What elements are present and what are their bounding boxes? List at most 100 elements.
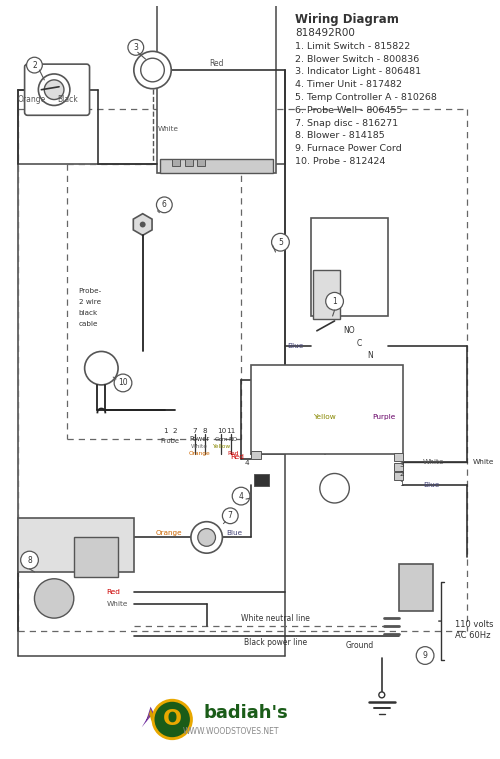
Polygon shape bbox=[134, 214, 152, 235]
Text: Blue: Blue bbox=[287, 342, 303, 348]
Bar bbox=[398, 564, 433, 611]
Bar bbox=[311, 218, 388, 316]
Bar bbox=[18, 518, 134, 572]
Text: 3: 3 bbox=[134, 43, 138, 52]
Text: WWW.WOODSTOVES.NET: WWW.WOODSTOVES.NET bbox=[183, 727, 280, 735]
Text: 818492R00: 818492R00 bbox=[295, 27, 355, 38]
Bar bbox=[172, 159, 180, 166]
Text: Orange: Orange bbox=[156, 530, 182, 536]
Circle shape bbox=[134, 52, 171, 89]
Bar bbox=[160, 159, 272, 173]
Circle shape bbox=[272, 233, 289, 251]
Circle shape bbox=[191, 521, 222, 553]
Text: Blue: Blue bbox=[423, 482, 440, 488]
Circle shape bbox=[320, 474, 350, 503]
Text: 2 wire: 2 wire bbox=[78, 299, 101, 305]
Text: 8. Blower - 814185: 8. Blower - 814185 bbox=[295, 131, 385, 140]
Circle shape bbox=[44, 80, 64, 99]
Circle shape bbox=[84, 351, 118, 385]
Circle shape bbox=[114, 374, 132, 392]
Text: 4: 4 bbox=[238, 492, 244, 501]
Text: 10: 10 bbox=[118, 379, 128, 387]
Text: Orange: Orange bbox=[18, 95, 46, 104]
Bar bbox=[394, 453, 404, 461]
Circle shape bbox=[156, 197, 172, 213]
Circle shape bbox=[20, 551, 38, 569]
Bar bbox=[185, 159, 193, 166]
Text: AC 60Hz: AC 60Hz bbox=[454, 631, 490, 641]
Text: 4. Timer Unit - 817482: 4. Timer Unit - 817482 bbox=[295, 80, 402, 90]
Text: 8: 8 bbox=[202, 428, 207, 434]
Text: NO: NO bbox=[344, 326, 355, 335]
Bar bbox=[313, 269, 340, 319]
Text: Power: Power bbox=[190, 436, 210, 442]
Text: 2. Blower Switch - 800836: 2. Blower Switch - 800836 bbox=[295, 55, 420, 64]
Text: White: White bbox=[158, 126, 178, 132]
Text: 1: 1 bbox=[399, 481, 404, 487]
Polygon shape bbox=[142, 707, 161, 727]
Text: 7: 7 bbox=[192, 428, 197, 434]
Circle shape bbox=[152, 699, 193, 740]
Circle shape bbox=[128, 39, 144, 55]
Text: O: O bbox=[162, 710, 182, 729]
Text: 10: 10 bbox=[217, 428, 226, 434]
Text: 9. Furnace Power Cord: 9. Furnace Power Cord bbox=[295, 144, 402, 153]
Text: 9: 9 bbox=[422, 651, 428, 660]
Circle shape bbox=[416, 647, 434, 664]
Text: badiah's: badiah's bbox=[204, 704, 288, 722]
Text: Black power line: Black power line bbox=[244, 638, 307, 647]
Text: cable: cable bbox=[78, 321, 98, 327]
Text: Red: Red bbox=[230, 454, 244, 460]
Text: Com: Com bbox=[214, 436, 228, 442]
Text: black: black bbox=[78, 310, 98, 316]
Text: 3: 3 bbox=[399, 461, 404, 468]
Text: 7: 7 bbox=[228, 512, 232, 520]
Text: 1: 1 bbox=[332, 297, 337, 306]
Circle shape bbox=[232, 487, 250, 505]
Text: 7. Snap disc - 816271: 7. Snap disc - 816271 bbox=[295, 118, 399, 128]
Text: Purple: Purple bbox=[372, 414, 396, 420]
Text: White: White bbox=[423, 458, 444, 465]
Text: Blue: Blue bbox=[226, 530, 242, 536]
Circle shape bbox=[198, 528, 216, 546]
Text: Red: Red bbox=[209, 58, 224, 68]
Circle shape bbox=[34, 579, 74, 618]
Text: Yellow: Yellow bbox=[212, 445, 230, 449]
Bar bbox=[251, 365, 404, 454]
Text: 10. Probe - 812424: 10. Probe - 812424 bbox=[295, 157, 386, 166]
Text: 5. Temp Controller A - 810268: 5. Temp Controller A - 810268 bbox=[295, 93, 437, 102]
Text: N: N bbox=[367, 351, 373, 360]
Bar bbox=[74, 537, 118, 577]
Text: White neutral line: White neutral line bbox=[241, 613, 310, 622]
Text: White: White bbox=[106, 601, 128, 607]
Text: Red: Red bbox=[106, 588, 120, 594]
Circle shape bbox=[154, 702, 190, 737]
Text: 6: 6 bbox=[162, 200, 167, 209]
Bar bbox=[158, 0, 276, 173]
Text: 1. Limit Switch - 815822: 1. Limit Switch - 815822 bbox=[295, 42, 410, 51]
Circle shape bbox=[140, 58, 164, 82]
Circle shape bbox=[326, 292, 344, 310]
Text: Probe-: Probe- bbox=[78, 288, 102, 294]
Bar bbox=[254, 474, 268, 487]
Text: 3. Indicator Light - 806481: 3. Indicator Light - 806481 bbox=[295, 68, 422, 77]
Bar bbox=[197, 159, 204, 166]
Bar bbox=[394, 473, 404, 480]
Circle shape bbox=[222, 508, 238, 524]
Text: 11: 11 bbox=[226, 428, 236, 434]
Circle shape bbox=[38, 74, 70, 106]
Text: Yellow: Yellow bbox=[314, 414, 336, 420]
Text: Ground: Ground bbox=[346, 641, 374, 650]
Text: NO: NO bbox=[228, 436, 238, 442]
Text: Black: Black bbox=[57, 95, 78, 104]
Text: Probe: Probe bbox=[160, 438, 180, 444]
Text: Orange: Orange bbox=[189, 452, 210, 456]
FancyBboxPatch shape bbox=[24, 64, 90, 115]
Text: 8: 8 bbox=[27, 556, 32, 565]
Text: White: White bbox=[192, 445, 208, 449]
Polygon shape bbox=[148, 709, 156, 722]
Text: Wiring Diagram: Wiring Diagram bbox=[295, 14, 399, 27]
Text: 2: 2 bbox=[173, 428, 178, 434]
Text: 2: 2 bbox=[32, 61, 37, 70]
Circle shape bbox=[379, 692, 385, 698]
